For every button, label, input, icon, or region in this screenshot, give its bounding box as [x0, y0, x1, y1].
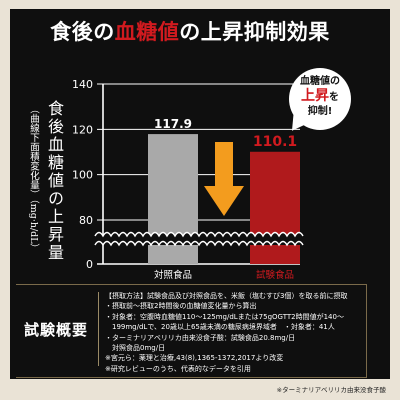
- bubble-line2-wrap: 上昇を: [289, 88, 351, 106]
- study-label: 試験概要: [24, 321, 89, 339]
- bubble-line2-suffix: を: [329, 92, 339, 103]
- bubble-line3: 抑制!: [307, 106, 333, 117]
- title-after: の上昇抑制効果: [179, 20, 330, 44]
- y-tick-label: 120: [72, 123, 93, 136]
- bar-value-label: 117.9: [154, 117, 192, 131]
- study-note: ・対象者：空腹時血糖値110～125mg/dLまたは75gOGTT2時間値が14…: [105, 312, 344, 321]
- arrow-down-icon: [204, 142, 244, 216]
- study-note: 199mg/dLで、20歳以上65歳未満の糖尿病境界域者 ・対象者：41人: [112, 323, 335, 332]
- y-axis-title-sub: （曲線下面積変化量）（mg·h/dL）: [28, 104, 39, 254]
- y-tick-label: 0: [86, 258, 93, 271]
- title-before: 食後の: [50, 20, 115, 44]
- study-note: ※研究レビューのうち、代表的なデータを引用: [105, 364, 251, 373]
- y-axis-title: 食後血糖値の上昇量 （曲線下面積変化量）（mg·h/dL）: [26, 100, 66, 262]
- footnote: ※ターミナリアベリリカ由来没食子酸: [276, 386, 386, 394]
- title-highlight: 血糖値: [114, 20, 180, 44]
- category-label: 試験食品: [256, 269, 294, 281]
- y-tick-label: 80: [79, 214, 93, 227]
- bar-value-label: 110.1: [253, 134, 297, 150]
- bar: [250, 151, 300, 264]
- study-note: ・ターミナリアベリリカ由来没食子酸：試験食品20.8mg/日: [105, 333, 296, 342]
- study-note: ・摂取前～摂取2時間後の血糖値変化量から算出: [105, 302, 257, 311]
- category-label: 対照食品: [154, 269, 192, 281]
- page-title: 食後の血糖値の上昇抑制効果: [0, 16, 380, 46]
- y-tick-label: 100: [72, 169, 93, 182]
- y-tick-label: 140: [72, 78, 93, 91]
- study-note: 【摂取方法】試験食品及び対照食品を、米飯（塩むすび3個）を取る前に摂取: [105, 292, 348, 300]
- study-divider: [98, 292, 99, 366]
- bubble-line1: 血糖値の: [300, 76, 340, 87]
- effect-bubble: 血糖値の 上昇を 抑制!: [289, 68, 351, 130]
- study-note: 対照食品0mg/日: [112, 344, 166, 353]
- bubble-line2: 上昇: [301, 88, 329, 104]
- study-note: ※宮元ら：薬理と治療,43(8),1365-1372,2017より改変: [105, 354, 284, 363]
- study-summary-box: [16, 284, 367, 378]
- y-axis-title-main: 食後血糖値の上昇量: [45, 100, 64, 262]
- axis-break-wave: [94, 240, 304, 247]
- axis-break-wave: [94, 231, 304, 238]
- study-notes: 【摂取方法】試験食品及び対照食品を、米飯（塩むすび3個）を取る前に摂取 ・摂取前…: [105, 291, 367, 374]
